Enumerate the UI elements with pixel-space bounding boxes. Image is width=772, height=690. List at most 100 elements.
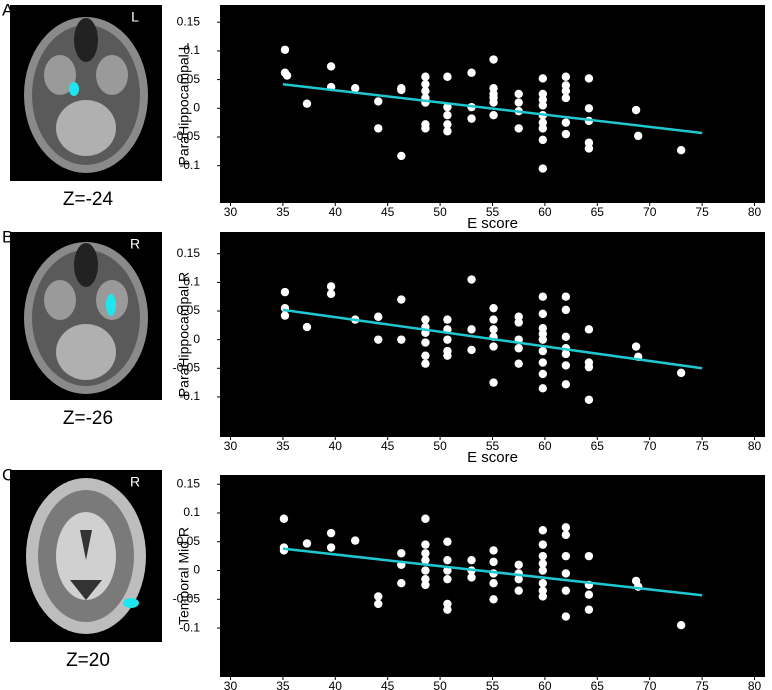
data-point	[538, 586, 548, 595]
data-point	[421, 549, 430, 558]
data-point	[279, 546, 289, 555]
data-point	[538, 124, 548, 133]
y-tick-label: -0.05	[173, 591, 201, 605]
x-tick-label: 55	[486, 205, 500, 219]
data-point	[514, 574, 523, 584]
slice-label: Z=-24	[63, 189, 114, 210]
y-tick-label: 0	[193, 332, 200, 346]
data-point	[397, 578, 406, 588]
data-point	[421, 514, 430, 523]
x-tick-label: 80	[748, 679, 762, 690]
x-tick-label: 50	[433, 439, 447, 453]
data-point	[584, 104, 594, 113]
data-point	[676, 146, 686, 155]
data-point	[514, 124, 523, 133]
data-point	[374, 312, 383, 321]
data-point	[633, 131, 643, 141]
data-point	[584, 74, 594, 83]
data-point	[584, 590, 594, 599]
data-point	[489, 98, 498, 107]
data-point	[421, 351, 430, 360]
data-point	[421, 580, 430, 590]
x-tick-label: 75	[695, 439, 709, 453]
regression-line	[282, 82, 703, 135]
data-point	[489, 557, 498, 567]
regression-line	[282, 547, 703, 597]
data-point	[489, 110, 498, 120]
data-point	[561, 551, 571, 561]
data-point	[397, 335, 406, 344]
data-point	[280, 45, 290, 54]
panel-label: C	[2, 465, 14, 484]
data-point	[443, 110, 452, 120]
x-tick-label: 45	[381, 679, 395, 690]
data-point	[421, 555, 430, 565]
brain-image-a	[10, 5, 162, 181]
data-point	[489, 546, 498, 555]
data-point	[561, 569, 571, 578]
data-point	[538, 559, 548, 568]
x-tick-label: 80	[748, 439, 762, 453]
data-point	[326, 528, 336, 538]
data-point	[561, 129, 571, 139]
y-tick-label: 0.15	[177, 476, 201, 490]
y-axis-label: ParaHippocampal R	[176, 272, 192, 397]
data-point	[397, 549, 406, 558]
data-point	[538, 309, 548, 319]
data-point	[443, 120, 452, 129]
data-point	[374, 599, 383, 609]
x-tick-label: 35	[276, 439, 290, 453]
x-tick-label: 70	[643, 439, 657, 453]
data-point	[443, 335, 452, 344]
data-point	[561, 586, 571, 595]
data-point	[280, 311, 290, 320]
data-point	[374, 335, 383, 344]
data-point	[538, 74, 548, 83]
data-point	[561, 349, 571, 359]
x-tick-label: 70	[643, 205, 657, 219]
y-tick-label: -0.1	[179, 389, 200, 403]
data-point	[561, 292, 571, 301]
data-point	[538, 292, 548, 301]
y-tick-label: 0.15	[177, 246, 201, 260]
data-point	[489, 303, 498, 313]
y-tick-label: 0.1	[183, 43, 200, 57]
data-point	[489, 315, 498, 324]
data-point	[538, 346, 548, 356]
x-tick-label: 65	[591, 679, 605, 690]
data-point	[584, 362, 594, 372]
data-point	[538, 164, 548, 173]
data-point	[397, 151, 406, 161]
hemisphere-label: R	[130, 236, 140, 252]
data-point	[443, 102, 452, 112]
data-point	[561, 81, 571, 90]
data-point	[467, 68, 476, 77]
data-point	[514, 98, 523, 107]
data-point	[279, 514, 289, 523]
data-point	[561, 93, 571, 103]
data-point	[302, 322, 312, 332]
data-point	[421, 359, 430, 368]
x-tick-label: 75	[695, 679, 709, 690]
x-tick-label: 50	[433, 679, 447, 690]
data-point	[489, 325, 498, 334]
data-point	[374, 97, 383, 106]
x-tick-label: 75	[695, 205, 709, 219]
data-point	[514, 89, 523, 99]
data-point	[467, 573, 476, 582]
data-point	[561, 361, 571, 370]
data-point	[302, 539, 312, 548]
y-tick-label: 0.05	[177, 534, 201, 548]
x-tick-label: 30	[224, 679, 238, 690]
data-point	[351, 536, 360, 545]
y-tick-label: -0.1	[179, 620, 200, 634]
data-point	[538, 551, 548, 561]
x-axis-label: E score	[467, 449, 518, 466]
data-point	[561, 118, 571, 127]
data-point	[421, 566, 430, 575]
hemisphere-label: R	[130, 474, 140, 490]
data-point	[326, 289, 336, 299]
x-tick-label: 30	[224, 205, 238, 219]
data-point	[538, 566, 548, 575]
